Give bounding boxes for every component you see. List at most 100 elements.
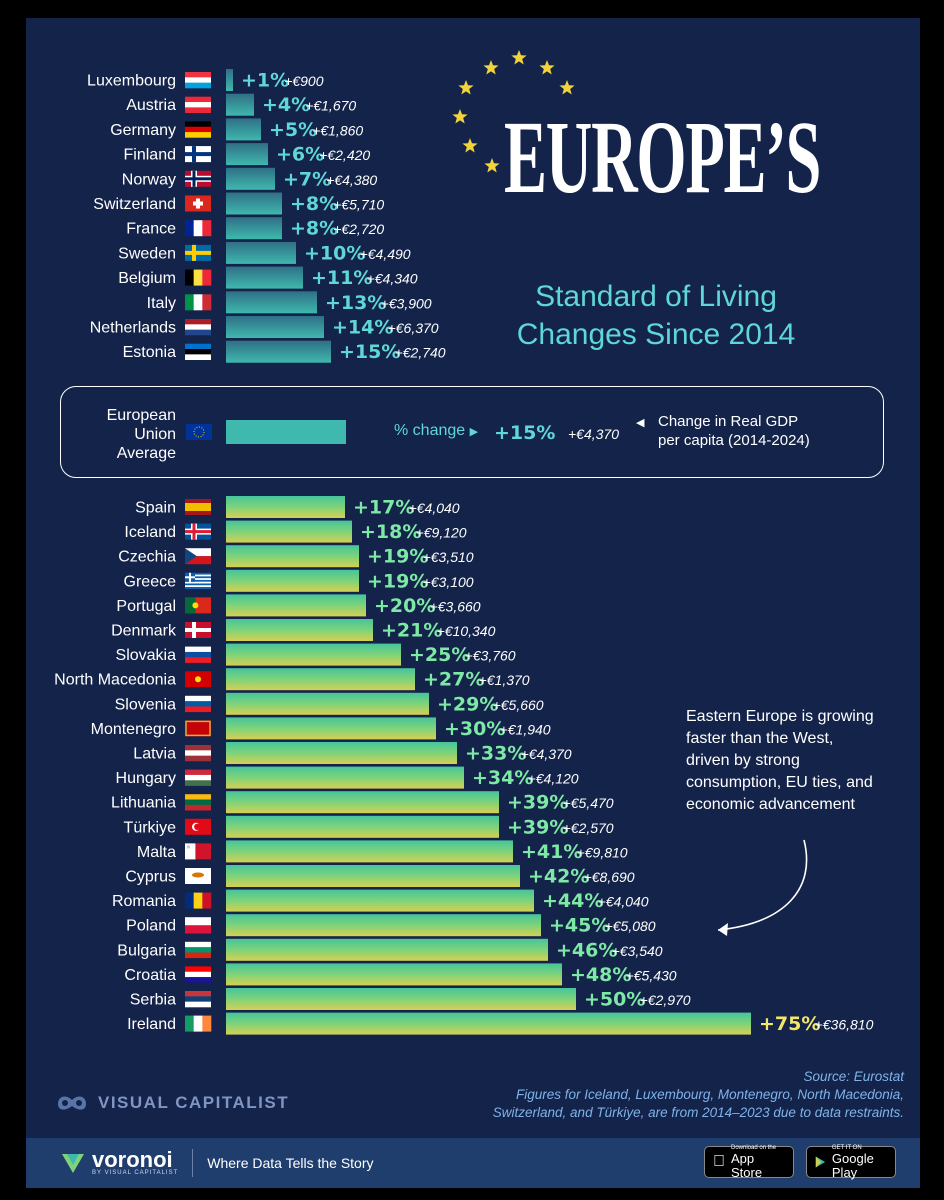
flag-icon-deu	[185, 121, 211, 138]
flag-icon-che	[185, 195, 211, 212]
abs-label: +€3,900	[381, 295, 432, 311]
flag-icon-ita	[185, 294, 212, 311]
abs-label: +€2,420	[319, 147, 370, 163]
apple-icon: 	[713, 1153, 725, 1171]
pct-label: +30%	[444, 718, 505, 740]
flag-icon-svk	[185, 646, 211, 663]
pct-label: +14%	[332, 317, 393, 339]
voronoi-brand[interactable]: voronoi BY VISUAL CAPITALIST	[60, 1149, 178, 1176]
abs-label: +€5,080	[605, 918, 656, 934]
bar	[226, 914, 541, 937]
country-label: Portugal	[116, 598, 176, 615]
star-icon	[483, 60, 499, 75]
country-label: Türkiye	[124, 819, 177, 836]
flag-icon-ltu	[185, 794, 211, 811]
abs-label: +€3,760	[465, 648, 516, 664]
google-play-button[interactable]: GET IT ON Google Play	[806, 1144, 896, 1180]
bar	[226, 889, 534, 912]
country-label: Lithuania	[111, 795, 176, 812]
footer-divider	[192, 1149, 194, 1177]
abs-label: +€5,430	[626, 967, 677, 983]
flag-icon-nld	[185, 319, 211, 336]
bar	[226, 668, 415, 691]
pct-label: +50%	[584, 989, 645, 1011]
flag-icon-svn	[185, 695, 211, 713]
country-label: Spain	[135, 500, 176, 517]
country-label: Sweden	[118, 245, 176, 262]
google-play-text: Google Play	[831, 1150, 874, 1180]
eu-average-label-line: Union	[134, 426, 176, 443]
country-label: Luxembourg	[87, 73, 176, 90]
bar	[226, 742, 457, 764]
abs-label: +€9,810	[577, 844, 628, 860]
country-label: Iceland	[124, 524, 176, 541]
triangle-left-icon: ◀	[636, 417, 645, 429]
country-label: Germany	[110, 122, 176, 139]
source-line-3: Switzerland, and Türkiye, are from 2014–…	[492, 1105, 904, 1120]
pct-label: +20%	[374, 595, 435, 617]
flag-icon-esp	[185, 499, 211, 515]
star-icon	[539, 60, 555, 75]
pct-label: +6%	[276, 144, 324, 166]
abs-label: +€8,690	[584, 869, 635, 885]
bar	[226, 643, 401, 666]
pct-label: +19%	[367, 546, 428, 568]
flag-icon-lva	[185, 745, 211, 762]
bar	[226, 988, 576, 1010]
abs-label: +€3,100	[423, 574, 474, 590]
country-label: Slovenia	[115, 696, 176, 713]
eu-average-bar	[226, 420, 346, 444]
bar	[226, 340, 331, 363]
subtitle-line-1: Standard of Living	[535, 280, 777, 313]
annotation-line-3: driven by strong	[686, 752, 800, 769]
country-label: Norway	[122, 171, 176, 188]
pct-label: +39%	[507, 816, 568, 838]
star-icon	[452, 109, 468, 124]
bar	[226, 520, 352, 543]
subtitle-line-2: Changes Since 2014	[516, 318, 796, 351]
abs-label: +€4,120	[528, 771, 579, 787]
eu-average-label-line: Average	[117, 445, 176, 462]
country-label: Croatia	[124, 967, 176, 984]
visual-capitalist-brand[interactable]: VISUAL CAPITALIST	[56, 1092, 289, 1114]
country-label: Cyprus	[125, 869, 176, 886]
country-label: Finland	[124, 147, 176, 164]
pct-label: +8%	[290, 193, 338, 215]
country-label: Ireland	[127, 1016, 176, 1033]
pct-label: +45%	[549, 915, 610, 937]
source-line-1: Source: Eurostat	[803, 1069, 904, 1084]
country-label: Slovakia	[116, 647, 177, 664]
abs-label: +€5,660	[493, 697, 544, 713]
abs-label: +€36,810	[815, 1017, 874, 1033]
abs-label: +€4,490	[360, 246, 411, 262]
eu-average-label-line: European	[107, 407, 176, 424]
bar	[226, 1012, 751, 1035]
page-title: EUROPE’S	[504, 100, 821, 215]
flag-icon-aut	[185, 96, 211, 113]
flag-icon-fin	[185, 146, 211, 163]
visual-capitalist-name: VISUAL CAPITALIST	[98, 1093, 290, 1112]
pct-label: +46%	[556, 939, 617, 961]
bar	[226, 192, 282, 215]
flag-icon-mne	[185, 720, 211, 737]
bar	[226, 69, 233, 91]
bar	[226, 766, 464, 789]
country-label: Romania	[112, 893, 176, 910]
country-label: Poland	[126, 918, 176, 935]
abs-label: +€3,510	[423, 549, 474, 565]
pct-label: +13%	[325, 292, 386, 314]
pct-label: +19%	[367, 570, 428, 592]
google-play-small-text: GET IT ON	[831, 1144, 862, 1151]
flag-icon-swe	[185, 244, 211, 261]
bar	[226, 167, 275, 190]
flag-icon-nor	[185, 170, 211, 187]
eu-average-pct-label: +15%	[494, 422, 555, 444]
country-label: Austria	[126, 97, 176, 114]
visual-capitalist-logo-icon	[58, 1096, 86, 1110]
abs-label: +€4,040	[409, 500, 460, 516]
legend-description: ◀ Change in Real GDP per capita (2014-20…	[636, 412, 810, 450]
bar	[226, 291, 317, 314]
abs-label: +€1,940	[500, 721, 551, 737]
bar	[226, 569, 359, 592]
